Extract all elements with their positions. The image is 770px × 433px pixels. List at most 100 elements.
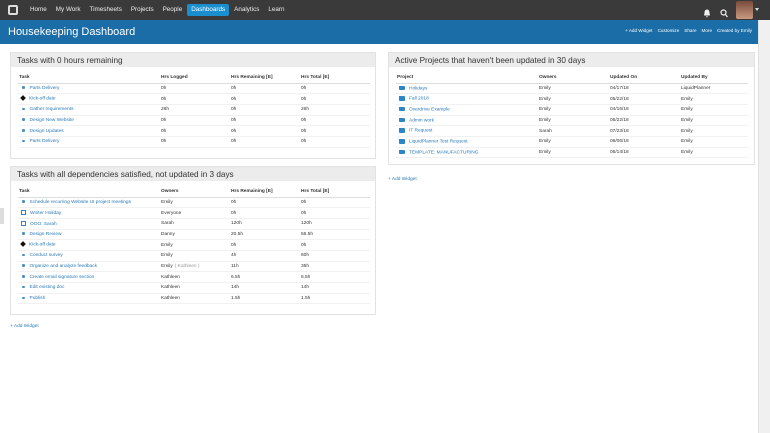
item-name[interactable]: Design New Website (29, 117, 74, 123)
nav-item[interactable]: Home (30, 6, 47, 13)
item-name[interactable]: LiquidPlanner Test Request (409, 139, 468, 145)
cell-text: Emily (681, 96, 693, 102)
item-link[interactable]: Schedule recurring Website UI project me… (18, 197, 160, 209)
item-link[interactable]: TEMPLATE: MANUFACTURING (396, 147, 538, 159)
item-link[interactable]: Create email signature section (18, 271, 160, 283)
scrollbar[interactable] (758, 20, 770, 433)
cell: 56.5h (300, 229, 370, 241)
cell-text: 0h (231, 117, 237, 123)
header-actions: + Add Widget Customize Share More Created by… (625, 28, 752, 33)
item-name[interactable]: Parts Delivery (29, 85, 60, 91)
item-name[interactable]: Edit existing doc (29, 285, 65, 291)
cell-text: 14h (231, 285, 240, 291)
cell: Emily (160, 197, 230, 209)
cell: 05/22/18 (609, 93, 680, 105)
header-action[interactable]: + Add Widget (625, 28, 653, 33)
item-link[interactable]: Design New Website (18, 115, 160, 127)
cell-text: Emily (161, 253, 173, 259)
item-name[interactable]: Create email signature section (29, 274, 95, 280)
cell-text: 06/06/18 (610, 139, 629, 145)
item-link[interactable]: Winter Holiday (18, 207, 160, 219)
item-name[interactable]: Parts Delivery (29, 139, 60, 145)
table-row: OOO: Sarah Sarah 120h 120h (18, 218, 370, 230)
item-link[interactable]: Design Updates (18, 125, 160, 137)
item-name[interactable]: Publish (29, 296, 46, 302)
column-header: Hrs Remaining [E] (230, 187, 300, 198)
item-link[interactable]: LiquidPlanner Test Request (396, 136, 538, 148)
nav-item[interactable]: Dashboards (187, 4, 230, 16)
cell: 0h (230, 93, 300, 105)
cell: 26h (300, 104, 370, 116)
column-header: Owners (538, 73, 609, 84)
item-link[interactable]: Holidays (396, 83, 538, 95)
avatar-caret[interactable] (755, 8, 759, 11)
item-name[interactable]: Design Updates (29, 128, 64, 134)
table-row: Winter Holiday Everyone 0h 0h (18, 207, 370, 219)
item-name[interactable]: Overdrive Example (409, 107, 450, 113)
item-name[interactable]: Conduct survey (29, 253, 63, 259)
nav-item[interactable]: My Work (55, 6, 81, 13)
item-name[interactable]: Admin work (409, 118, 435, 124)
dashboard-title: Housekeeping Dashboard (8, 26, 136, 38)
item-link[interactable]: Publish (18, 293, 160, 305)
header-action[interactable]: Share (684, 28, 697, 33)
item-name[interactable]: Winter Holiday (30, 210, 62, 216)
cell: Kathleen (160, 271, 230, 283)
item-name[interactable]: Holidays (409, 86, 428, 92)
cell: 06/06/18 (609, 136, 680, 148)
notifications-icon[interactable] (703, 5, 711, 18)
cell: 0h (300, 83, 370, 95)
cell: 0h (300, 125, 370, 137)
secondary-owner: ( Kathleen ) (174, 263, 200, 269)
item-link[interactable]: Kick-off date (18, 93, 160, 105)
item-link[interactable]: OOO: Sarah (18, 218, 160, 230)
row-icon (22, 296, 25, 300)
header-action[interactable]: Customize (657, 28, 680, 33)
nav-item[interactable]: Analytics (234, 6, 260, 13)
nav-item[interactable]: Timesheets (89, 6, 122, 13)
header-action[interactable]: Created by Emily (717, 28, 752, 33)
cell-text: 6.5h (231, 274, 241, 280)
item-name[interactable]: IT Request (409, 128, 433, 134)
search-icon[interactable] (720, 5, 728, 18)
item-name[interactable]: Kick-off date (29, 242, 56, 248)
header-action[interactable]: More (701, 28, 713, 33)
owner: Emily (161, 263, 173, 269)
cell-text: 0h (231, 199, 237, 205)
cell-text: 56.5h (301, 231, 314, 237)
item-name[interactable]: Organize and analyze feedback (29, 263, 97, 269)
item-name[interactable]: OOO: Sarah (30, 221, 57, 227)
item-link[interactable]: Parts Delivery (18, 83, 160, 95)
column-header: Task (18, 73, 160, 84)
item-name[interactable]: Kick-off date (29, 96, 56, 102)
item-link[interactable]: Parts Delivery (18, 136, 160, 148)
item-link[interactable]: Conduct survey (18, 250, 160, 262)
add-widget-link[interactable]: + Add Widget (388, 177, 417, 182)
item-link[interactable]: Kick-off date (18, 239, 160, 251)
cell: Emily (680, 147, 748, 159)
item-name[interactable]: Gather requirements (29, 107, 74, 113)
nav-item[interactable]: Projects (130, 6, 154, 13)
item-name[interactable]: Schedule recurring Website UI project me… (29, 199, 132, 205)
row-icon (21, 210, 26, 216)
item-name[interactable]: Design Review (29, 231, 62, 237)
item-link[interactable]: Fall 2018 (396, 93, 538, 105)
item-link[interactable]: IT Request (396, 125, 538, 137)
item-name[interactable]: TEMPLATE: MANUFACTURING (409, 150, 479, 156)
item-link[interactable]: Overdrive Example (396, 104, 538, 116)
item-link[interactable]: Design Review (18, 229, 160, 241)
cell-text: 26h (301, 107, 310, 113)
cell: 6.5h (230, 271, 300, 283)
side-tab[interactable] (0, 208, 4, 224)
item-link[interactable]: Organize and analyze feedback (18, 261, 160, 273)
nav-item[interactable]: People (162, 6, 183, 13)
item-name[interactable]: Fall 2018 (409, 96, 429, 102)
item-link[interactable]: Gather requirements (18, 104, 160, 116)
logo[interactable] (8, 5, 18, 15)
avatar[interactable] (736, 1, 753, 19)
item-link[interactable]: Admin work (396, 115, 538, 127)
add-widget-link[interactable]: + Add Widget (10, 324, 39, 329)
item-link[interactable]: Edit existing doc (18, 282, 160, 294)
nav-item[interactable]: Learn (268, 6, 285, 13)
